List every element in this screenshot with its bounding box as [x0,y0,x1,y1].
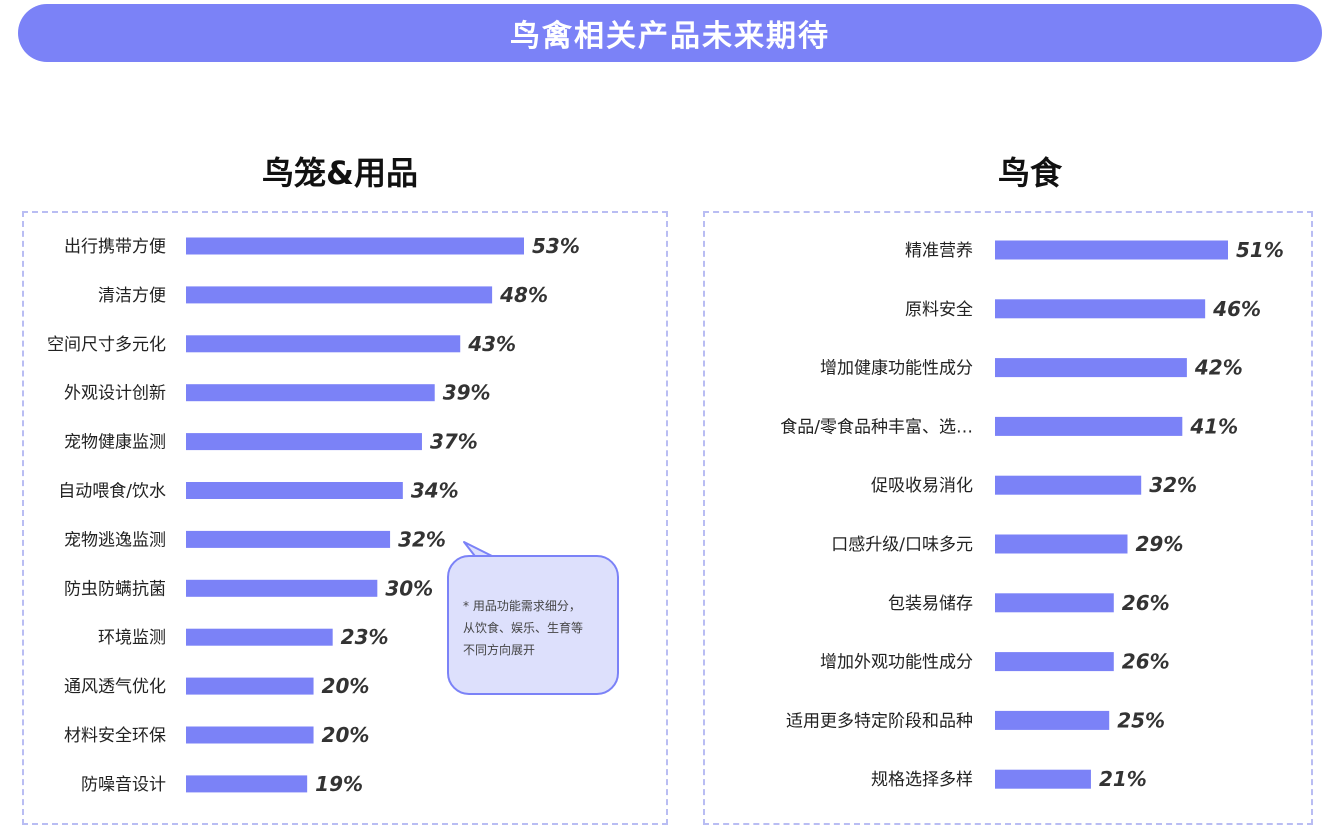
bar [186,433,422,451]
category-label: 包装易储存 [888,594,973,614]
value-label: 53% [532,234,580,258]
value-label: 30% [385,576,433,600]
value-label: 42% [1194,356,1243,380]
category-label: 规格选择多样 [871,770,973,790]
category-label: 增加外观功能性成分 [820,653,973,673]
category-label: 通风透气优化 [64,677,166,697]
bar [995,299,1206,319]
category-label: 防噪音设计 [81,775,166,795]
note-line-2: 从饮食、娱乐、生育等 [463,621,584,635]
category-label: 环境监测 [98,628,166,648]
value-label: 20% [322,674,370,698]
bar [186,579,378,597]
category-label: 防虫防螨抗菌 [64,579,166,599]
panel-bird-food [703,211,1313,825]
value-label: 21% [1099,767,1147,791]
category-label: 出行携带方便 [64,237,166,257]
value-label: 29% [1135,532,1183,556]
value-label: 48% [499,283,548,307]
bar [995,240,1228,260]
bar [186,775,308,793]
category-label: 清洁方便 [98,286,166,306]
value-label: 20% [322,723,370,747]
header-banner: 鸟禽相关产品未来期待 [18,4,1322,62]
bar [186,384,435,402]
value-label: 32% [1149,473,1197,497]
value-label: 23% [341,625,389,649]
bar [995,593,1114,613]
note-line-1: * 用品功能需求细分， [463,599,581,613]
bar [995,769,1091,789]
bar [995,358,1187,378]
category-label: 空间尺寸多元化 [47,335,166,355]
value-label: 32% [398,527,446,551]
value-label: 25% [1117,708,1165,732]
category-label: 适用更多特定阶段和品种 [786,711,973,731]
panel-cage-supplies [22,211,668,825]
bar [186,286,493,304]
category-label: 口感升级/口味多元 [831,535,973,555]
category-label: 精准营养 [905,241,973,261]
value-label: 26% [1122,650,1170,674]
value-label: 43% [467,332,516,356]
bar [995,416,1183,436]
bar [186,237,524,255]
chart-title-bird-food: 鸟食 [997,154,1062,192]
page-title: 鸟禽相关产品未来期待 [510,19,830,54]
note-callout: * 用品功能需求细分， 从饮食、娱乐、生育等 不同方向展开 [447,555,619,695]
value-label: 41% [1189,414,1238,438]
category-label: 自动喂食/饮水 [58,482,166,502]
value-label: 37% [430,430,478,454]
note-line-3: 不同方向展开 [463,643,536,657]
chart-title-cage-supplies: 鸟笼&用品 [262,154,418,192]
value-label: 51% [1236,238,1284,262]
category-label: 宠物逃逸监测 [64,530,166,550]
bar [995,534,1128,554]
value-label: 39% [443,381,491,405]
bar [995,652,1114,672]
bar [186,726,314,744]
category-label: 外观设计创新 [64,384,166,404]
category-label: 增加健康功能性成分 [820,359,973,379]
category-label: 宠物健康监测 [64,433,166,453]
category-label: 原料安全 [905,300,973,320]
category-label: 材料安全环保 [64,726,166,746]
value-label: 19% [315,772,363,796]
bar [186,530,391,548]
bar [995,710,1110,730]
bar [995,475,1142,495]
category-label: 食品/零食品种丰富、选… [780,417,973,437]
bar [186,677,314,695]
bar [186,628,333,646]
value-label: 26% [1122,591,1170,615]
category-label: 促吸收易消化 [871,476,973,496]
bar [186,335,461,353]
value-label: 34% [411,479,459,503]
bar [186,482,403,499]
value-label: 46% [1212,297,1261,321]
